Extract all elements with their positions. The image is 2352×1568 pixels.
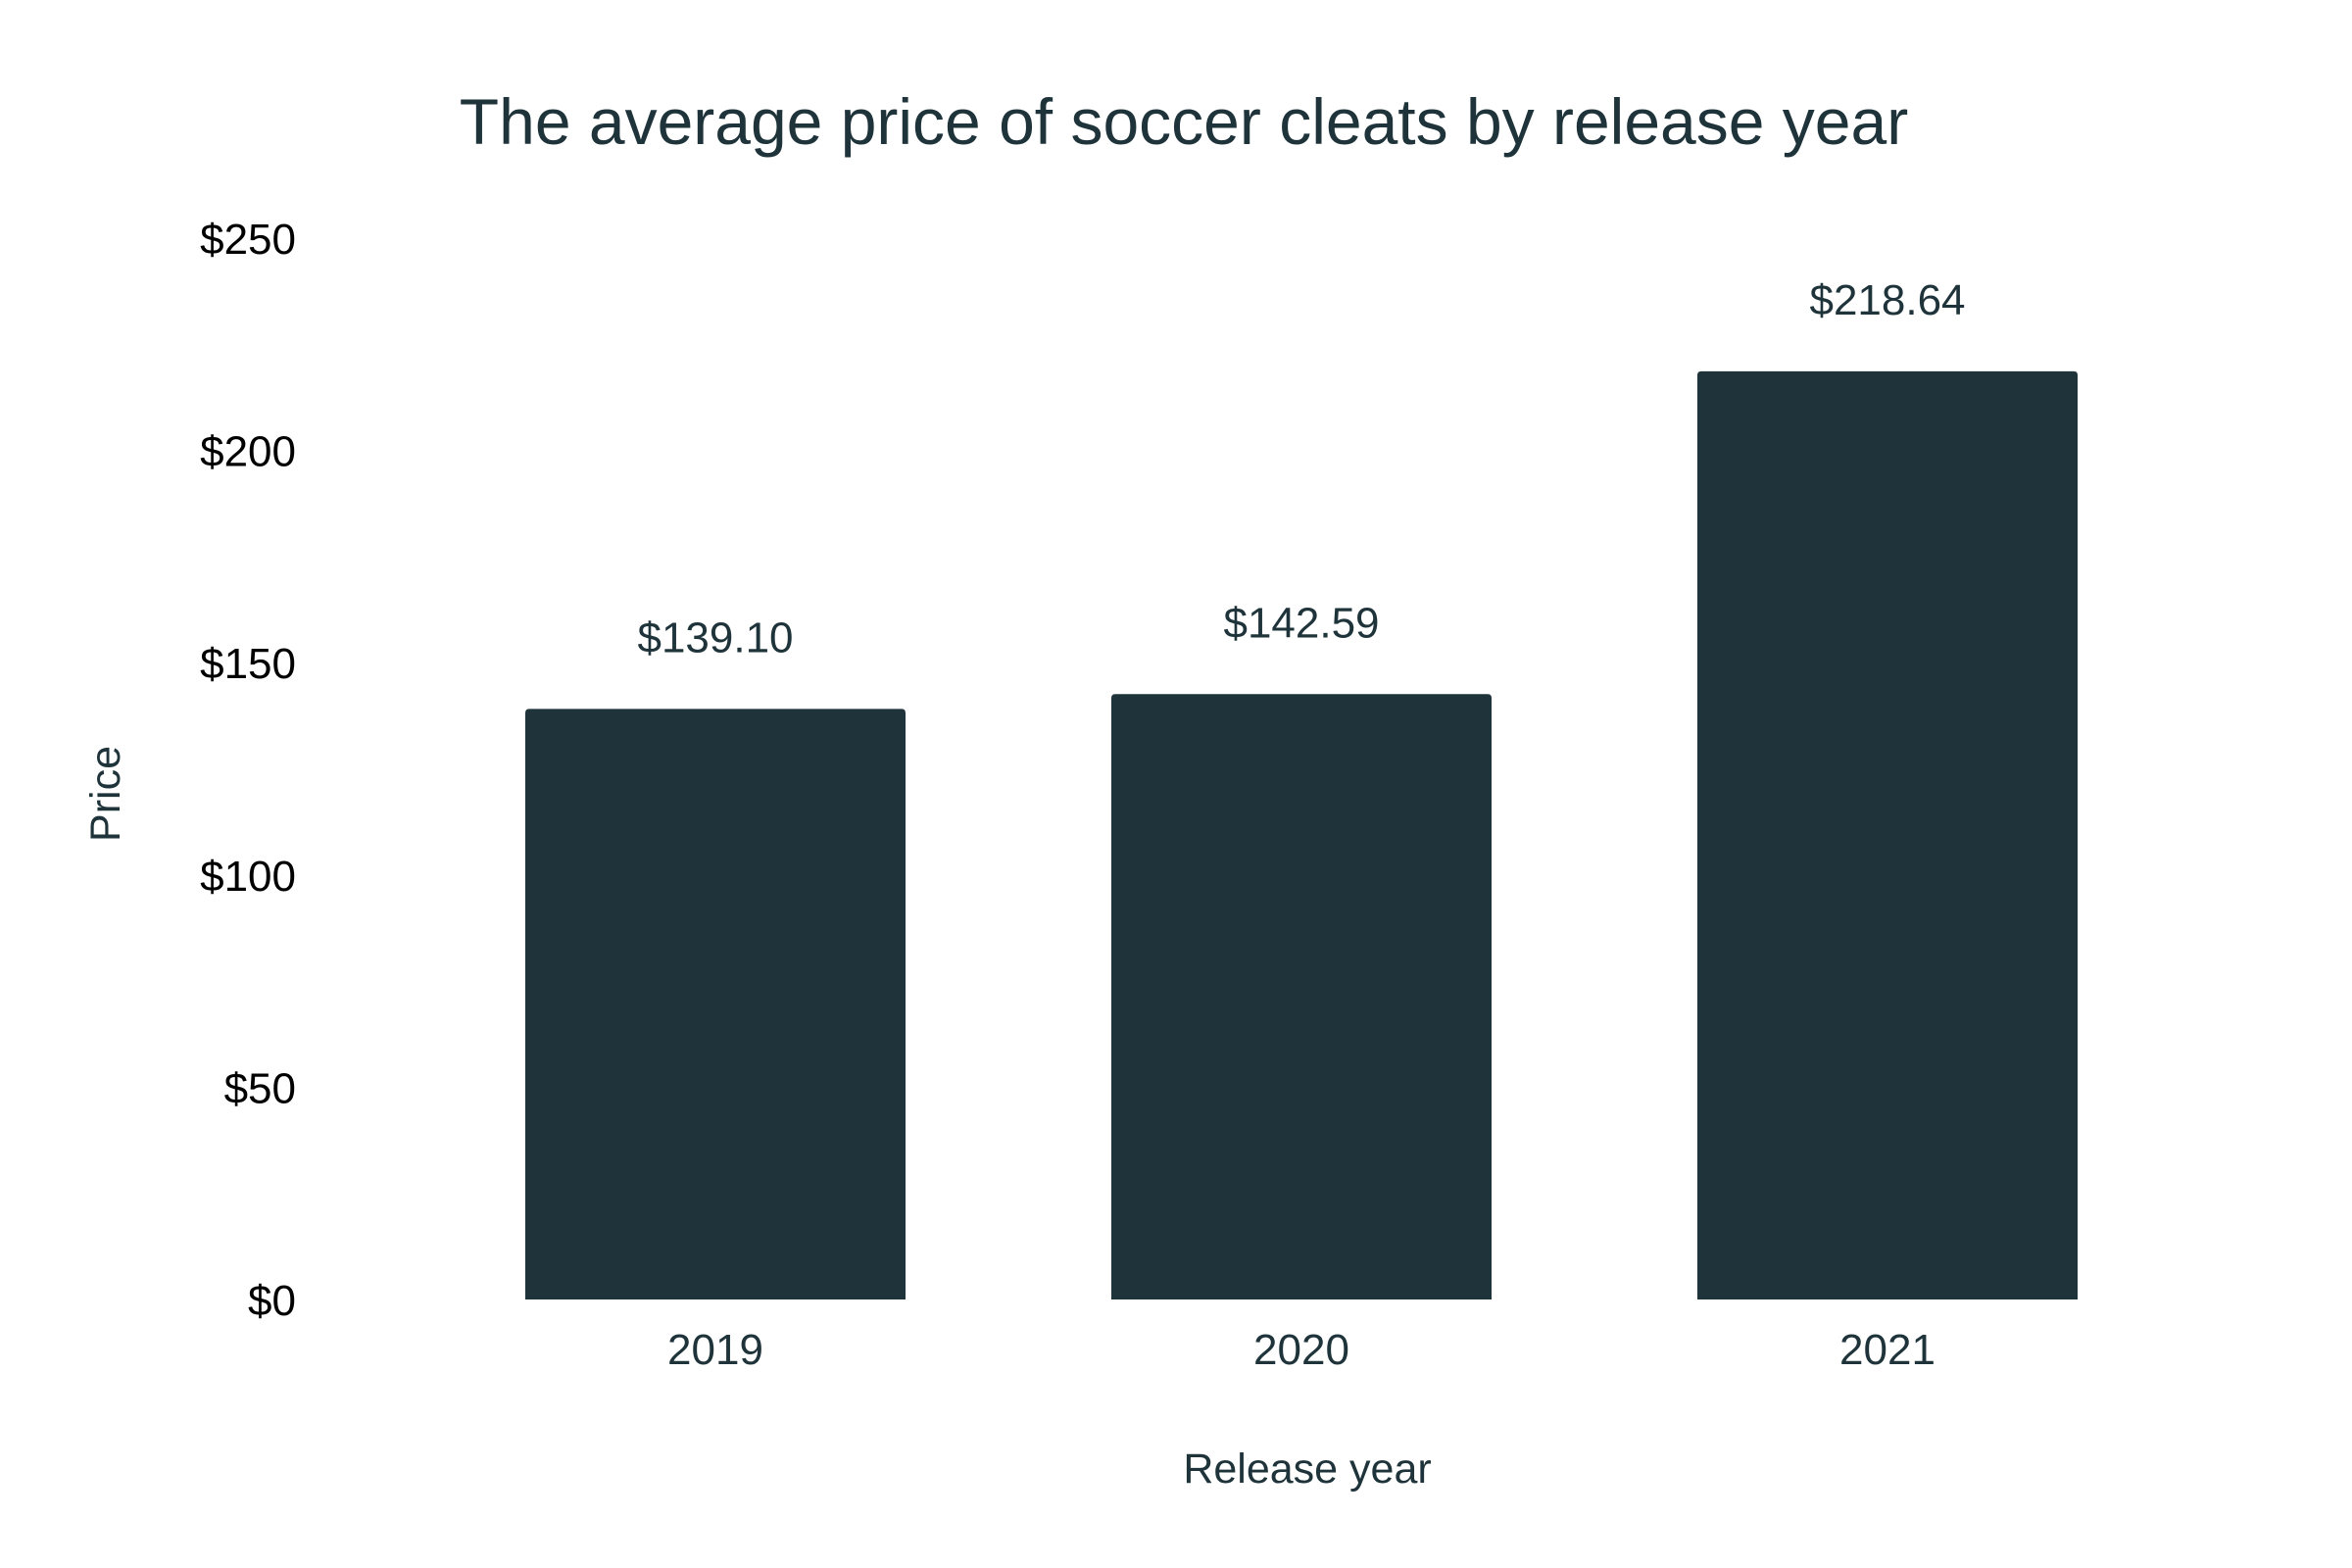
- chart-title: The average price of soccer cleats by re…: [460, 85, 1908, 158]
- y-tick-label: $150: [200, 640, 296, 688]
- bar-2019: [525, 709, 906, 1299]
- x-tick-label: 2020: [1253, 1326, 1349, 1374]
- x-axis-ticks: 2019 2020 2021: [667, 1326, 1936, 1374]
- y-tick-label: $250: [200, 216, 296, 264]
- x-tick-label: 2019: [667, 1326, 763, 1374]
- x-axis-label: Release year: [1183, 1446, 1431, 1493]
- data-label-2021: $218.64: [1809, 276, 1965, 324]
- x-tick-label: 2021: [1839, 1326, 1936, 1374]
- data-label-2020: $142.59: [1223, 599, 1379, 647]
- y-tick-label: $50: [224, 1064, 296, 1112]
- bar-2020: [1111, 694, 1492, 1299]
- data-labels: $139.10 $142.59 $218.64: [637, 276, 1965, 662]
- y-axis-ticks: $0 $50 $100 $150 $200 $250: [200, 216, 296, 1325]
- y-axis-label: Price: [82, 746, 129, 842]
- y-tick-label: $200: [200, 428, 296, 476]
- y-tick-label: $100: [200, 853, 296, 901]
- y-tick-label: $0: [248, 1277, 296, 1325]
- bars: [525, 370, 2078, 1299]
- bar-2021: [1697, 370, 2078, 1299]
- data-label-2019: $139.10: [637, 613, 793, 662]
